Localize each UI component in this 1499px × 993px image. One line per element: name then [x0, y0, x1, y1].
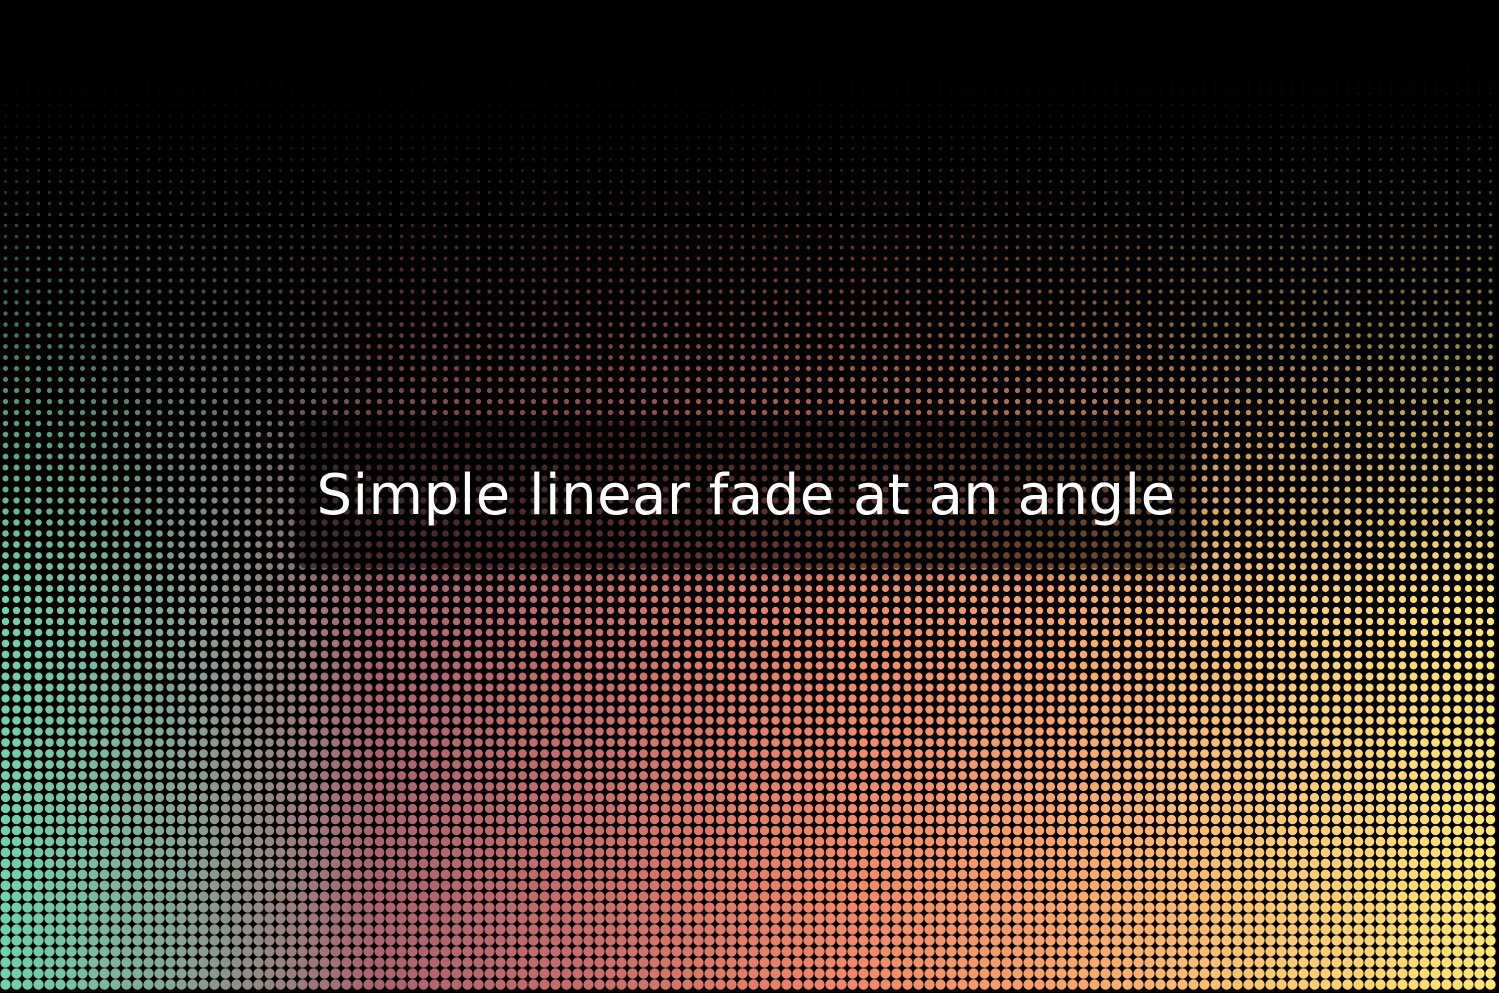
caption-banner: Simple linear fade at an angle	[300, 422, 1192, 568]
caption-text: Simple linear fade at an angle	[316, 462, 1176, 528]
